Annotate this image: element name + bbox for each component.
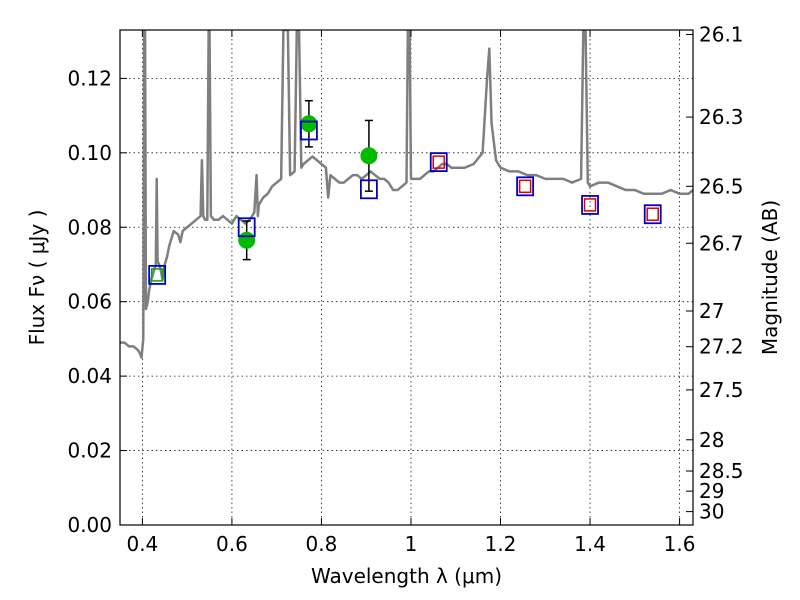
- photometry-point-circle: [238, 231, 256, 249]
- axes: [119, 29, 694, 526]
- right-tick-label: 28.5: [699, 459, 744, 483]
- photometry-point-square-small: [583, 198, 597, 212]
- x-tick-label: 0.6: [216, 532, 248, 556]
- model-spectrum-line: [120, 30, 693, 359]
- x-tick-label: 1.6: [664, 532, 696, 556]
- right-tick-label: 29: [699, 479, 724, 503]
- right-tick-label: 30: [699, 500, 724, 524]
- photometry-point-circle: [300, 115, 318, 133]
- photometry-point-square-small: [432, 155, 445, 169]
- photometry-point-square-small: [646, 207, 659, 221]
- right-axis-label: Magnitude (AB): [758, 200, 782, 355]
- photometry-point-square: [148, 264, 167, 285]
- photometry-point-square: [429, 152, 448, 173]
- data-markers: [148, 99, 662, 285]
- right-tick-label: 26.7: [699, 231, 744, 255]
- photometry-point-square: [359, 179, 378, 200]
- right-tick-label: 28: [699, 428, 724, 452]
- plot-frame: [119, 29, 694, 526]
- y-tick-label: 0.08: [67, 215, 112, 239]
- right-tick-label: 27.2: [699, 335, 744, 359]
- y-tick-label: 0.02: [67, 439, 112, 463]
- y-tick-label: 0.00: [67, 513, 112, 537]
- photometry-point-square: [516, 176, 535, 197]
- photometry-point-circle: [360, 147, 378, 165]
- right-tick-label: 26.3: [699, 105, 744, 129]
- right-tick-label: 26.1: [699, 22, 744, 46]
- photometry-point-square: [300, 120, 318, 141]
- x-tick-label: 0.8: [306, 532, 338, 556]
- x-tick-label: 1.4: [574, 532, 606, 556]
- right-tick-label: 26.5: [699, 174, 744, 198]
- photometry-point-square-small: [518, 179, 532, 194]
- right-tick-label: 27.5: [699, 378, 744, 402]
- x-tick-label: 1.2: [485, 532, 517, 556]
- model-spectrum-path: [120, 30, 693, 359]
- x-axis-label: Wavelength λ (μm): [311, 564, 502, 588]
- photometry-point-square-small: [150, 268, 164, 282]
- y-tick-label: 0.04: [67, 364, 112, 388]
- y-tick-label: 0.06: [67, 290, 112, 314]
- photometry-point-square: [643, 204, 662, 225]
- x-tick-label: 1: [405, 532, 418, 556]
- right-tick-label: 27: [699, 299, 724, 323]
- x-tick-label: 0.4: [126, 532, 158, 556]
- y-tick-label: 0.10: [67, 141, 112, 165]
- photometry-point-square: [581, 195, 599, 215]
- tick-marks: 0.4 0.6 0.8 1 1.2 1.4 1.6 0.00 0.02 0.04 0.06 0.08 0…: [67, 22, 743, 556]
- y-tick-label: 0.12: [67, 66, 112, 90]
- photometry-point-square: [237, 217, 256, 238]
- axis-labels: Wavelength λ (μm) Flux Fν ( μJy ) Magnit…: [25, 200, 782, 588]
- y-axis-label: Flux Fν ( μJy ): [25, 210, 49, 346]
